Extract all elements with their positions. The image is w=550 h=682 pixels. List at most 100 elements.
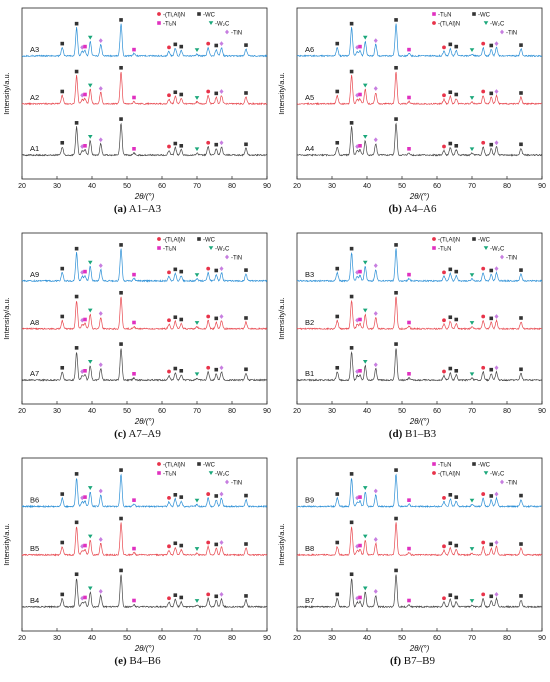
peak-marker xyxy=(469,147,475,152)
y-axis-label: Intensity/a.u. xyxy=(277,72,286,115)
peak-marker xyxy=(173,541,178,546)
peak-marker xyxy=(74,346,79,350)
peak-marker xyxy=(355,317,360,323)
peak-marker xyxy=(335,266,340,271)
peak-marker xyxy=(80,543,85,549)
x-tick-label: 70 xyxy=(193,183,201,190)
legend-marker xyxy=(225,479,229,485)
peak-marker xyxy=(442,270,446,275)
panel-a: 20 30 40 50 60 70 80 90 2θ/(°) Intensity/a.u. -(Ti… xyxy=(0,0,275,225)
legend-label: -W₂C xyxy=(490,22,505,28)
peak-marker xyxy=(481,365,486,370)
caption-letter: (e) xyxy=(114,655,127,667)
y-axis-label: Intensity/a.u. xyxy=(277,523,286,566)
peak-marker xyxy=(355,543,360,549)
x-tick-label: 60 xyxy=(158,183,166,190)
peak-marker xyxy=(362,83,368,88)
peak-marker xyxy=(362,134,368,139)
series-label: A6 xyxy=(305,45,314,54)
panel-b: 20 30 40 50 60 70 80 90 2θ/(°) Intensity/a.u. -Ti₂… xyxy=(275,0,550,225)
peak-marker xyxy=(489,316,494,321)
peak-marker xyxy=(244,91,248,95)
legend: -(Ti,Al)N -WC -Ti₂N -W₂C-TiN xyxy=(157,462,242,487)
series-line xyxy=(296,23,543,58)
peak-marker xyxy=(98,137,103,143)
peak-marker xyxy=(494,266,499,272)
peak-marker xyxy=(214,494,219,498)
peak-marker xyxy=(244,542,248,546)
y-axis-label: Intensity/a.u. xyxy=(2,297,11,340)
series-label: A3 xyxy=(30,45,39,54)
peak-marker xyxy=(173,90,178,95)
x-tick-label: 40 xyxy=(363,635,371,642)
peak-marker xyxy=(358,595,362,600)
caption-text: A1–A3 xyxy=(126,203,162,215)
x-tick-label: 50 xyxy=(123,635,131,642)
x-tick-label: 90 xyxy=(538,408,546,415)
legend-marker xyxy=(157,21,161,25)
peak-marker xyxy=(407,372,411,376)
peak-marker xyxy=(407,598,411,603)
peak-marker xyxy=(481,266,486,271)
peak-marker xyxy=(454,368,459,373)
x-tick-label: 30 xyxy=(328,635,336,642)
x-tick-label: 20 xyxy=(18,408,26,415)
x-axis-label: 2θ/(°) xyxy=(134,644,155,653)
peak-marker xyxy=(219,592,224,597)
series-label: A5 xyxy=(305,93,314,102)
peak-marker xyxy=(373,588,378,594)
legend-marker xyxy=(197,462,201,466)
series-line xyxy=(21,473,268,509)
peak-marker xyxy=(519,367,523,372)
peak-marker xyxy=(454,495,459,499)
peak-marker xyxy=(119,18,123,22)
peak-marker xyxy=(362,586,368,591)
peak-marker xyxy=(469,547,475,551)
peak-marker xyxy=(494,365,499,371)
peak-marker xyxy=(98,311,103,316)
legend-marker xyxy=(157,462,161,466)
peak-marker xyxy=(179,495,184,499)
peak-marker xyxy=(167,544,171,549)
peak-marker xyxy=(74,69,79,74)
peak-marker xyxy=(481,592,486,597)
legend-marker xyxy=(197,12,201,16)
x-tick-label: 20 xyxy=(18,635,26,642)
peak-marker xyxy=(407,498,411,502)
peak-marker xyxy=(355,269,360,275)
peak-marker xyxy=(469,273,475,277)
peak-marker xyxy=(167,318,171,323)
peak-marker xyxy=(335,41,340,46)
peak-marker xyxy=(179,143,184,148)
peak-marker xyxy=(358,543,362,548)
caption-letter: (b) xyxy=(388,203,402,215)
peak-marker xyxy=(358,92,362,97)
x-tick-label: 50 xyxy=(123,408,131,415)
peak-marker xyxy=(206,140,211,145)
peak-marker xyxy=(448,90,453,95)
peak-marker xyxy=(489,43,494,48)
legend-label: -WC xyxy=(203,463,216,469)
x-tick-label: 90 xyxy=(538,635,546,642)
x-tick-label: 80 xyxy=(503,408,511,415)
peak-marker xyxy=(173,141,178,146)
legend: -(Ti,Al)N -WC -Ti₂N -W₂C-TiN xyxy=(157,237,242,262)
series-line xyxy=(21,296,268,331)
peak-marker xyxy=(349,472,354,476)
peak-marker xyxy=(494,89,499,94)
peak-marker xyxy=(173,42,178,47)
peak-marker xyxy=(214,367,219,372)
peak-marker xyxy=(442,45,446,50)
peak-marker xyxy=(519,493,523,498)
peak-marker xyxy=(519,142,523,147)
legend-marker xyxy=(225,254,229,260)
x-tick-label: 90 xyxy=(263,183,271,190)
peak-marker xyxy=(98,263,103,268)
y-axis-label: Intensity/a.u. xyxy=(2,523,11,566)
peak-marker xyxy=(194,96,200,100)
panel-c: 20 30 40 50 60 70 80 90 2θ/(°) Intensity/a.u. -(Ti… xyxy=(0,225,275,450)
peak-marker xyxy=(206,266,211,271)
peak-marker xyxy=(349,572,354,577)
series-line xyxy=(296,122,543,157)
x-tick-label: 60 xyxy=(433,183,441,190)
